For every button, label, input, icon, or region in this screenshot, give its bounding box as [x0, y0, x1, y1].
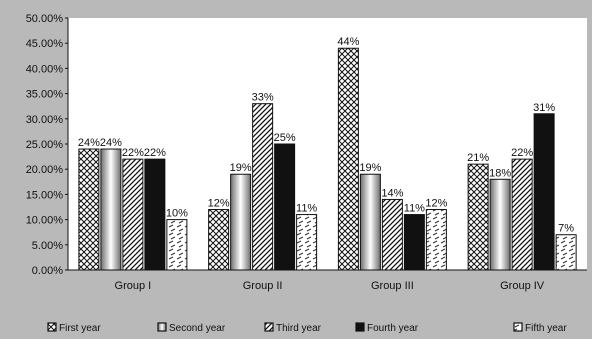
data-label-fourth-year-group-iii: 11%	[404, 203, 425, 215]
y-tick-label: 20.00%	[26, 164, 64, 176]
bar-third-year-group-i	[122, 158, 144, 271]
legend-label-third-year: Third year	[276, 323, 322, 334]
data-label-third-year-group-ii: 33%	[252, 92, 274, 104]
y-tick-label: 45.00%	[26, 38, 64, 50]
category-label-group-ii: Group II	[243, 280, 283, 292]
bar-first-year-group-iv	[467, 163, 489, 271]
y-tick-label: 25.00%	[26, 139, 64, 151]
data-label-first-year-group-iv: 21%	[467, 152, 489, 164]
legend-swatch-fifth-year	[513, 322, 523, 332]
data-label-fourth-year-group-i: 22%	[144, 147, 166, 159]
bar-first-year-group-ii	[208, 209, 230, 271]
y-tick-label: 50.00%	[26, 13, 64, 25]
bar-second-year-group-ii	[230, 173, 252, 271]
bars	[78, 47, 577, 271]
data-label-third-year-group-iv: 22%	[511, 147, 533, 159]
data-label-second-year-group-i: 24%	[100, 137, 122, 149]
data-label-third-year-group-iii: 14%	[381, 187, 403, 199]
data-label-fifth-year-group-i: 10%	[166, 208, 188, 220]
category-label-group-i: Group I	[115, 280, 152, 292]
data-label-fourth-year-group-iv: 31%	[533, 102, 555, 114]
legend-label-first-year: First year	[59, 323, 101, 334]
y-tick-label: 35.00%	[26, 89, 64, 101]
category-label-group-iii: Group III	[371, 280, 414, 292]
bar-first-year-group-i	[78, 148, 100, 271]
y-tick-label: 40.00%	[26, 63, 64, 75]
x-axis: Group I Group II Group III Group IV	[115, 280, 545, 292]
data-label-first-year-group-ii: 12%	[208, 198, 230, 210]
legend-label-fourth-year: Fourth year	[367, 323, 419, 334]
legend-swatch-second-year	[157, 322, 167, 332]
bar-fourth-year-group-iii	[403, 214, 425, 271]
bar-fifth-year-group-iii	[425, 209, 447, 271]
legend-label-second-year: Second year	[169, 323, 226, 334]
bar-third-year-group-iii	[381, 198, 403, 271]
bar-third-year-group-ii	[252, 103, 274, 271]
data-label-fifth-year-group-iii: 12%	[425, 198, 447, 210]
y-axis: 0.00% 5.00% 10.00% 15.00% 20.00% 25.00% 30.00%…	[26, 13, 587, 277]
data-label-second-year-group-iii: 19%	[359, 162, 381, 174]
data-labels: 24% 24%22% 22%10%12%19%33%25%11%44%19%14%1…	[78, 36, 574, 234]
bar-second-year-group-i	[100, 148, 122, 271]
data-label-second-year-group-iv: 18%	[489, 167, 511, 179]
bar-fifth-year-group-i	[166, 219, 188, 271]
data-label-fourth-year-group-ii: 25%	[274, 132, 296, 144]
data-label-first-year-group-iii: 44%	[337, 36, 359, 48]
data-label-third-year-group-i: 22%	[122, 147, 144, 159]
bar-fourth-year-group-iv	[533, 113, 555, 271]
legend-swatch-third-year	[264, 322, 274, 332]
legend-swatch-fourth-year	[355, 322, 365, 332]
data-label-second-year-group-ii: 19%	[230, 162, 252, 174]
y-tick-label: 15.00%	[26, 189, 64, 201]
legend-swatch-first-year	[47, 322, 57, 332]
data-label-first-year-group-i: 24%	[78, 137, 100, 149]
y-tick-label: 10.00%	[26, 215, 64, 227]
bar-third-year-group-iv	[511, 158, 533, 271]
bar-first-year-group-iii	[337, 47, 359, 271]
y-tick-label: 5.00%	[32, 240, 63, 252]
bar-second-year-group-iv	[489, 178, 511, 271]
legend-label-fifth-year: Fifth year	[525, 323, 567, 334]
y-tick-label: 30.00%	[26, 114, 64, 126]
bar-fourth-year-group-i	[144, 158, 166, 271]
category-label-group-iv: Group IV	[500, 280, 545, 292]
y-tick-label: 0.00%	[32, 265, 63, 277]
data-label-fifth-year-group-iv: 7%	[558, 223, 574, 235]
data-label-fifth-year-group-ii: 11%	[296, 203, 317, 215]
bar-fifth-year-group-ii	[296, 214, 318, 271]
bar-second-year-group-iii	[359, 173, 381, 271]
bar-fifth-year-group-iv	[555, 234, 577, 271]
legend: First year Second year Third year Fourth ye…	[47, 322, 567, 334]
bar-fourth-year-group-ii	[274, 143, 296, 271]
